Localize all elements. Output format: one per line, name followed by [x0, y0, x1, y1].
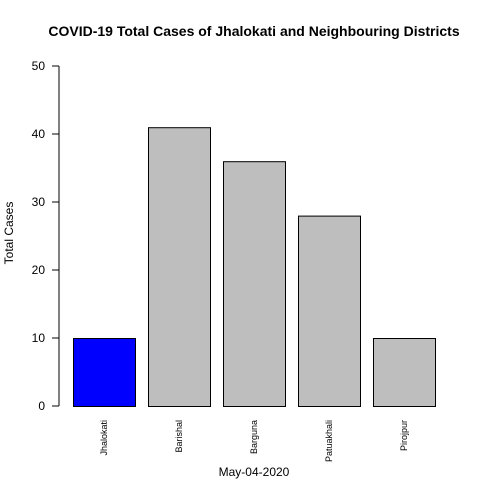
x-tick-label: Pirojpur: [399, 420, 409, 451]
bars: [73, 127, 436, 407]
y-tick-label: 20: [32, 263, 46, 277]
bar-barishal: [148, 127, 211, 407]
x-tick-label: Barishal: [174, 420, 184, 453]
y-tick-label: 30: [32, 195, 46, 209]
x-tick-label: Patuakhali: [324, 420, 334, 462]
x-tick-labels: Jhalokati Barishal Barguna Patuakhali Pirojp…: [99, 420, 409, 462]
y-tick-label: 50: [32, 59, 46, 73]
bar-patuakhali: [298, 215, 361, 407]
chart-title: COVID-19 Total Cases of Jhalokati and Ne…: [48, 23, 459, 39]
y-axis: 0 10 20 30 40 50: [32, 59, 60, 413]
bar-barguna: [223, 161, 286, 407]
y-tick-label: 40: [32, 127, 46, 141]
y-tick-label: 10: [32, 331, 46, 345]
x-tick-label: Barguna: [249, 420, 259, 454]
bar-jhalokati: [73, 338, 136, 407]
x-tick-label: Jhalokati: [99, 420, 109, 456]
x-axis-label: May-04-2020: [219, 465, 290, 479]
y-tick-label: 0: [38, 399, 45, 413]
bar-pirojpur: [373, 338, 436, 407]
y-axis-label: Total Cases: [2, 202, 16, 265]
